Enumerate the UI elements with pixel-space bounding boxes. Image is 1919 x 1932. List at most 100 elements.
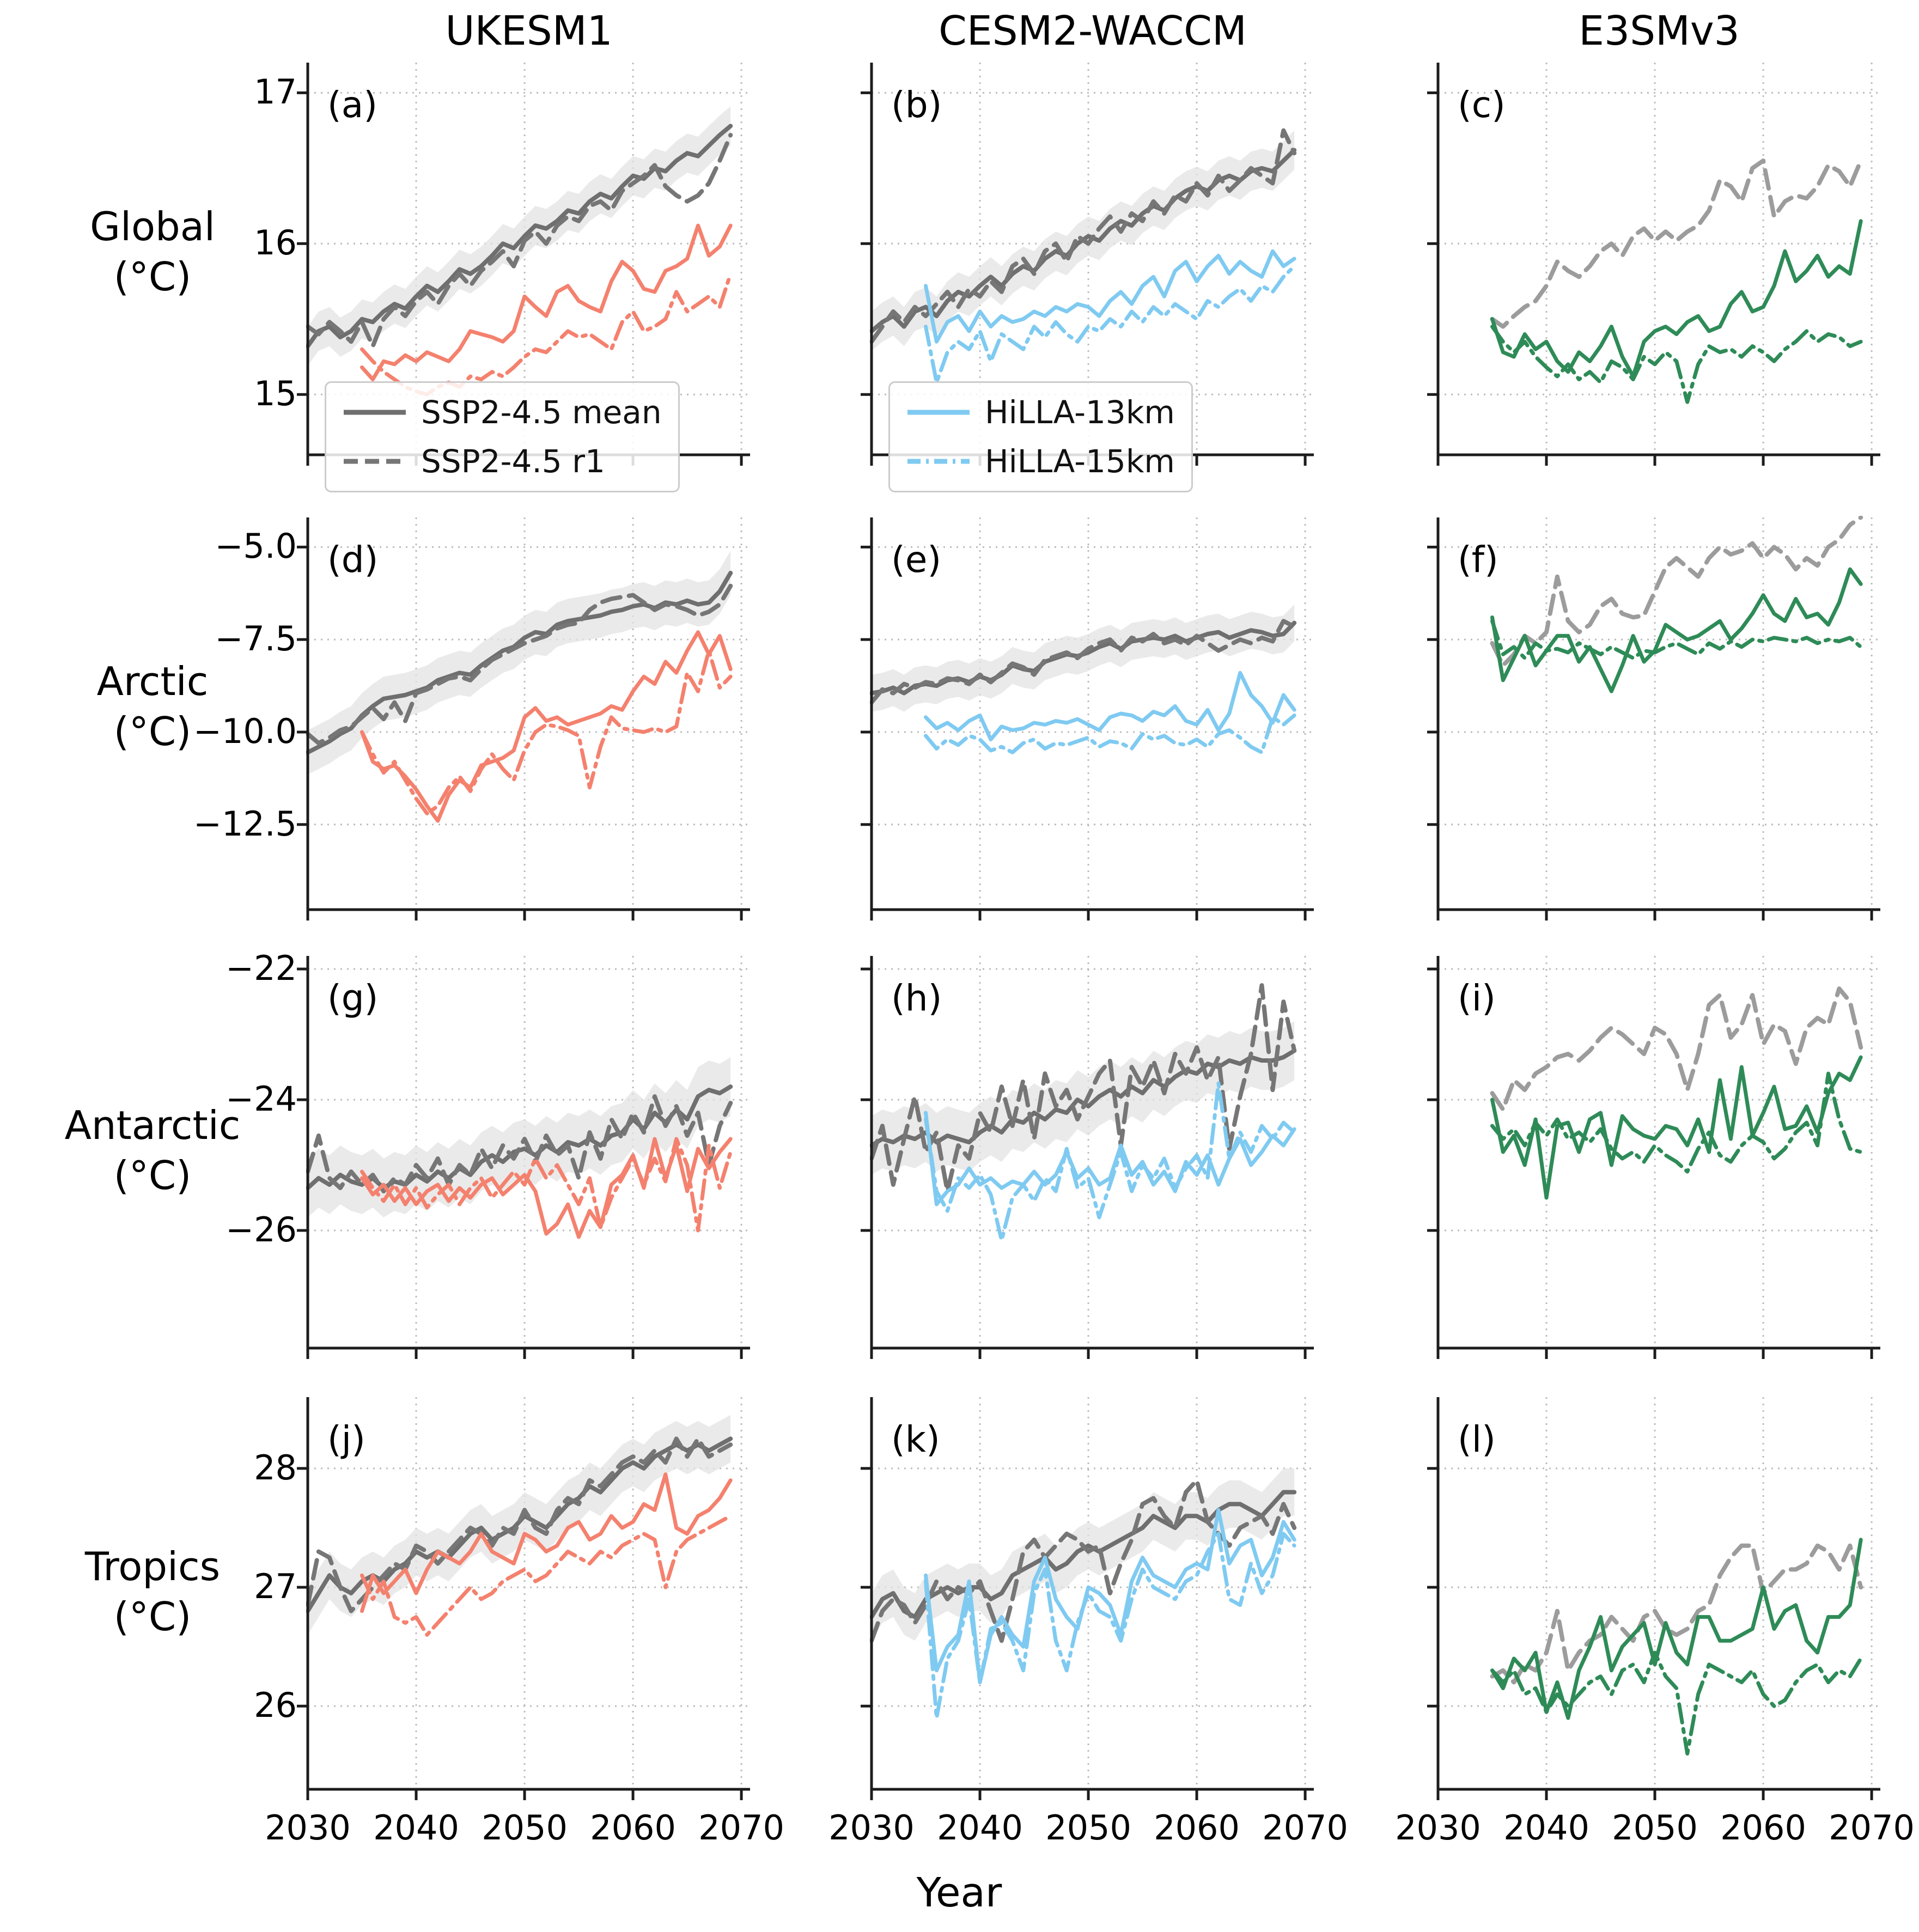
series-i-ssp2-4-5-r1 (1490, 986, 1863, 1112)
row-label-antarctic-text: Antarctic (64, 1102, 241, 1148)
panel-d-ukesm1-arctic: (d) (297, 517, 750, 921)
panel-letter-g: (g) (327, 977, 378, 1019)
row-label-arctic-text: Arctic (96, 659, 209, 704)
series-e-hilla-13km (924, 671, 1296, 741)
x-tick-label-col1-2050: 2050 (1045, 1808, 1131, 1848)
x-tick-label-col1-2030: 2030 (828, 1808, 915, 1848)
series-d-hilla-13km (360, 630, 733, 823)
series-l-ssp2-4-5-r1 (1490, 1543, 1863, 1685)
row-label-global-unit: (°C) (113, 254, 192, 300)
series-j-hilla-13km (360, 1472, 733, 1613)
y-tick-label-row0-15: 15 (254, 374, 297, 414)
legend-label-ssp-mean: SSP2-4.5 mean (421, 394, 662, 431)
x-tick-label-col2-2060: 2060 (1720, 1808, 1806, 1848)
panel-letter-e: (e) (891, 539, 941, 581)
panel-l-e3smv3-tropics: (l) (1427, 1397, 1880, 1800)
series-a-ssp2-4-5-r1 (306, 132, 733, 349)
panel-k-cesm2-waccm-tropics: (k) (861, 1397, 1314, 1800)
panel-letter-i: (i) (1458, 977, 1496, 1019)
y-tick-label-row2-−24: −24 (226, 1079, 297, 1119)
series-c-hilla-15km (1490, 325, 1863, 404)
panel-i-e3smv3-antarctic: (i) (1427, 956, 1880, 1359)
legend-hilla: HiLLA-13km HiLLA-15km (888, 381, 1193, 492)
y-tick-label-row1-−7.5: −7.5 (215, 619, 297, 659)
series-a-hilla-13km (360, 223, 733, 381)
panel-e-chart: (e) (861, 517, 1314, 921)
panel-letter-l: (l) (1458, 1418, 1496, 1460)
series-j-hilla-15km (360, 1514, 733, 1637)
row-label-tropics-text: Tropics (84, 1544, 221, 1589)
panel-c-chart: (c) (1427, 63, 1880, 466)
series-b-ssp2-4-5-r1 (870, 128, 1297, 344)
x-tick-label-col0-2060: 2060 (590, 1808, 676, 1848)
series-h-ssp2-4-5-r1 (870, 983, 1297, 1193)
series-h-hilla-15km (924, 1081, 1296, 1242)
legend-line-solid-blue-icon (907, 410, 970, 415)
y-tick-label-row0-17: 17 (254, 72, 297, 112)
row-label-global: Global (°C) (33, 202, 272, 302)
row-label-arctic-unit: (°C) (113, 709, 192, 755)
y-tick-label-row3-27: 27 (254, 1567, 297, 1607)
legend-entry-ssp-mean: SSP2-4.5 mean (343, 394, 662, 431)
legend-line-dashdot-blue-icon (907, 459, 970, 464)
panel-f-e3smv3-arctic: (f) (1427, 516, 1880, 921)
x-tick-label-col1-2060: 2060 (1154, 1808, 1240, 1848)
panel-j-chart: (j) (297, 1397, 750, 1800)
legend-line-solid-gray-icon (344, 410, 406, 415)
y-tick-label-row1-−10.0: −10.0 (193, 711, 297, 751)
legend-label-ssp-r1: SSP2-4.5 r1 (421, 443, 605, 480)
column-title-cesm2-waccm: CESM2-WACCM (939, 8, 1247, 54)
x-tick-label-col2-2070: 2070 (1829, 1808, 1915, 1848)
panel-k-chart: (k) (861, 1397, 1314, 1800)
series-k-hilla-15km (924, 1532, 1296, 1720)
series-e-hilla-15km (924, 713, 1296, 754)
series-f-hilla-13km (1490, 567, 1863, 693)
series-d-ssp2-4-5-r1 (306, 583, 733, 746)
panel-b-cesm2-waccm-global: (b) (861, 63, 1314, 466)
x-tick-label-col0-2050: 2050 (482, 1808, 568, 1848)
series-b-hilla-13km (924, 249, 1296, 344)
panel-letter-b: (b) (891, 84, 942, 126)
series-c-hilla-13km (1490, 219, 1863, 379)
row-label-tropics: Tropics (°C) (33, 1541, 272, 1642)
y-tick-label-row1-−12.5: −12.5 (193, 803, 297, 844)
panel-f-chart: (f) (1427, 516, 1880, 921)
panel-i-chart: (i) (1427, 956, 1880, 1359)
panel-letter-d: (d) (327, 539, 378, 581)
y-tick-label-row0-16: 16 (254, 223, 297, 263)
panel-letter-k: (k) (891, 1418, 940, 1460)
legend-entry-ssp-r1: SSP2-4.5 r1 (343, 443, 662, 480)
x-tick-label-col1-2070: 2070 (1262, 1808, 1348, 1848)
y-tick-label-row2-−26: −26 (226, 1210, 297, 1250)
panel-g-ukesm1-antarctic: (g) (297, 956, 750, 1359)
series-g-hilla-15km (360, 1137, 733, 1233)
row-label-antarctic: Antarctic (°C) (33, 1100, 272, 1200)
x-tick-label-col0-2030: 2030 (265, 1808, 351, 1848)
panel-e-cesm2-waccm-arctic: (e) (861, 517, 1314, 921)
legend-line-dashed-gray-icon (344, 459, 406, 464)
x-tick-label-col2-2030: 2030 (1395, 1808, 1481, 1848)
legend-label-hilla-15km: HiLLA-15km (985, 443, 1175, 480)
panel-letter-f: (f) (1458, 539, 1498, 581)
series-c-ssp2-4-5-r1 (1490, 159, 1863, 329)
y-tick-label-row1-−5.0: −5.0 (215, 526, 297, 566)
panel-letter-c: (c) (1458, 84, 1506, 126)
y-tick-label-row3-26: 26 (254, 1685, 297, 1726)
x-tick-label-col0-2040: 2040 (373, 1808, 459, 1848)
panel-h-cesm2-waccm-antarctic: (h) (861, 956, 1314, 1359)
series-i-hilla-13km (1490, 1055, 1863, 1200)
series-i-hilla-15km (1490, 1071, 1863, 1174)
row-label-tropics-unit: (°C) (113, 1594, 192, 1640)
panel-h-chart: (h) (861, 956, 1314, 1359)
legend-entry-hilla-13km: HiLLA-13km (906, 394, 1175, 431)
series-l-hilla-15km (1490, 1650, 1863, 1756)
series-g-ssp2-4-5-r1 (306, 1094, 733, 1193)
panel-b-chart: (b) (861, 63, 1314, 466)
x-tick-label-col0-2070: 2070 (698, 1808, 784, 1848)
panel-c-e3smv3-global: (c) (1427, 63, 1880, 466)
column-title-ukesm1: UKESM1 (445, 8, 613, 54)
panel-l-chart: (l) (1427, 1397, 1880, 1800)
y-tick-label-row3-28: 28 (254, 1447, 297, 1488)
row-label-arctic: Arctic (°C) (33, 656, 272, 757)
legend-entry-hilla-15km: HiLLA-15km (906, 443, 1175, 480)
